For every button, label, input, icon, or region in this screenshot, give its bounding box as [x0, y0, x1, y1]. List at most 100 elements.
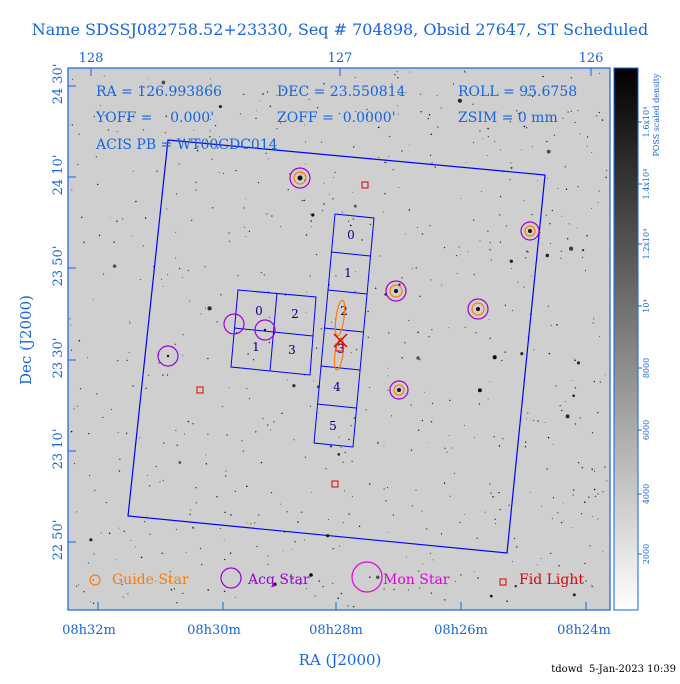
background-star [428, 336, 430, 338]
background-star [328, 519, 329, 520]
background-star [200, 313, 202, 315]
left-tick-label: 23 50' [51, 246, 66, 287]
background-star [174, 343, 176, 345]
background-star [304, 141, 306, 143]
top-tick-label: 126 [579, 51, 604, 66]
background-star [499, 214, 501, 216]
background-star [86, 357, 88, 359]
background-star [481, 190, 483, 192]
background-star [383, 488, 385, 490]
background-star [361, 239, 363, 241]
background-star [353, 417, 355, 419]
background-star [594, 495, 597, 498]
background-star [117, 432, 119, 433]
background-star [228, 387, 230, 389]
background-star [365, 409, 367, 411]
background-star [111, 142, 113, 144]
background-star [429, 154, 432, 157]
background-star [429, 224, 431, 227]
background-star [316, 107, 319, 109]
chart-title: Name SDSSJ082758.52+23330, Seq # 704898,… [32, 20, 648, 39]
background-star [161, 278, 163, 280]
background-star [553, 134, 556, 136]
background-star [542, 243, 543, 245]
background-star [473, 437, 475, 439]
background-star [437, 126, 439, 128]
background-star [605, 169, 608, 171]
background-star [434, 166, 436, 168]
background-star [576, 227, 578, 229]
background-star [299, 583, 301, 586]
background-star [444, 447, 446, 450]
background-star [350, 424, 352, 427]
background-star [532, 95, 534, 97]
background-star [262, 418, 264, 420]
background-star [234, 596, 236, 599]
background-star [321, 209, 324, 212]
background-star [452, 83, 454, 85]
background-star [147, 475, 149, 476]
background-star [446, 583, 448, 585]
background-star [266, 91, 269, 93]
background-star [427, 528, 429, 530]
background-star [267, 563, 269, 565]
background-star [592, 322, 594, 324]
background-star [228, 240, 231, 243]
background-star [337, 453, 341, 456]
bottom-tick-label: 08h32m [62, 623, 116, 638]
background-star [313, 380, 315, 382]
background-star [568, 223, 570, 225]
background-star [162, 286, 164, 287]
background-star [559, 405, 561, 407]
background-star [499, 241, 501, 243]
background-star [331, 582, 334, 585]
background-star [494, 518, 496, 520]
background-star [487, 398, 489, 400]
background-star [351, 460, 353, 463]
background-star [118, 527, 120, 529]
background-star [430, 592, 433, 594]
background-star [270, 429, 272, 431]
background-star [178, 163, 180, 165]
background-star [593, 470, 596, 472]
legend-acq-symbol [220, 567, 242, 589]
background-star [280, 226, 282, 227]
background-star [473, 571, 475, 572]
background-star [76, 511, 78, 513]
background-star [164, 132, 166, 134]
background-star [71, 124, 74, 126]
legend-mon-symbol [351, 561, 383, 593]
background-star [443, 599, 446, 601]
background-star [286, 511, 288, 513]
background-star [585, 580, 587, 582]
background-star [196, 149, 199, 152]
background-star [122, 218, 124, 220]
background-star [376, 575, 380, 579]
background-star [508, 504, 510, 506]
background-star [369, 576, 371, 578]
background-star [513, 537, 516, 540]
background-star [443, 246, 446, 249]
background-star [410, 404, 412, 406]
background-star [219, 528, 221, 529]
background-star [210, 78, 211, 80]
background-star [211, 207, 214, 209]
bottom-tick-label: 08h28m [309, 623, 363, 638]
background-star [73, 463, 76, 465]
background-star [597, 412, 599, 414]
background-star [369, 387, 371, 388]
background-star [262, 93, 264, 95]
background-star [430, 279, 432, 281]
background-star [591, 468, 593, 471]
background-star [189, 300, 191, 302]
background-star [527, 94, 529, 97]
background-star [448, 434, 450, 436]
background-star [69, 318, 71, 320]
background-star [330, 321, 333, 323]
background-star [552, 443, 554, 445]
background-star [191, 219, 193, 222]
background-star [245, 198, 247, 200]
background-star [225, 470, 227, 472]
colorbar-tick-label: 2000 [642, 544, 651, 564]
